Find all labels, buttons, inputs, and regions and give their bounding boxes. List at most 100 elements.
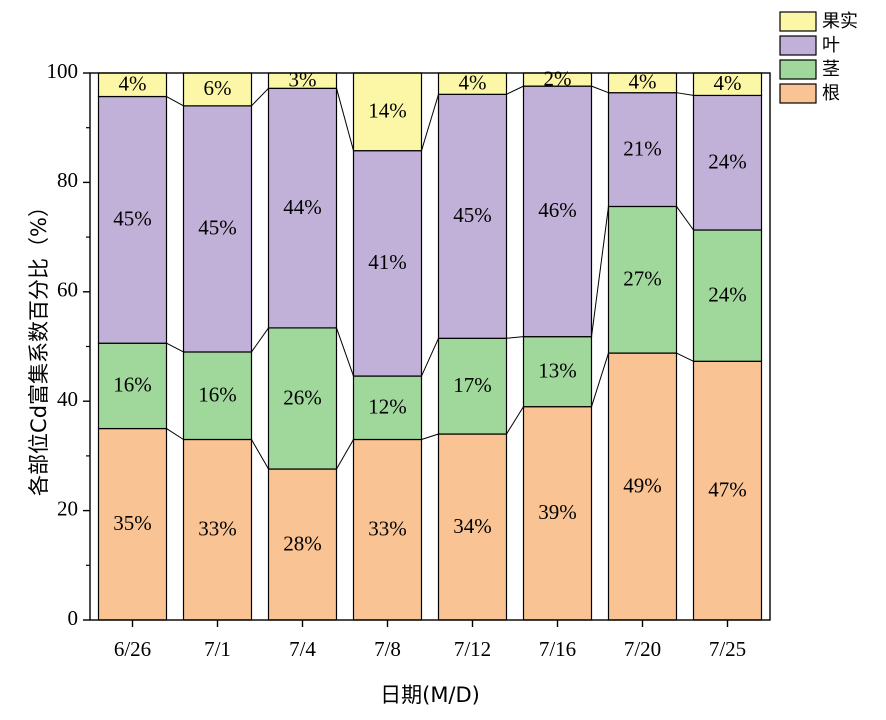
bar-segment	[437, 93, 508, 339]
data-label: 28%	[283, 531, 322, 555]
connector-line	[336, 88, 354, 151]
data-label: 33%	[198, 517, 237, 541]
y-tick-label: 60	[57, 278, 78, 302]
legend-swatch	[779, 35, 817, 56]
connector-line	[166, 96, 184, 107]
bar-segment	[182, 105, 253, 353]
bar-segment	[522, 336, 593, 408]
x-tick-label: 7/16	[539, 637, 576, 661]
data-label: 33%	[368, 517, 407, 541]
connector-line	[676, 352, 694, 362]
bar-segment	[607, 92, 678, 208]
data-label: 6%	[204, 76, 232, 100]
plot-area: 35% 16% 45% 4% 33% 16% 45% 6% 28% 26% 44% 3% 33% 12% 4…	[89, 66, 771, 621]
bar-segment	[692, 229, 763, 362]
data-label: 4%	[119, 72, 147, 96]
y-tick-label: 80	[57, 168, 78, 192]
data-label: 45%	[113, 207, 152, 231]
bar-segment	[97, 427, 168, 621]
connector-line	[336, 327, 354, 377]
legend-label: 茎	[822, 59, 840, 80]
bar-segment	[267, 87, 338, 329]
bar-segment	[352, 438, 423, 621]
data-label: 12%	[368, 395, 407, 419]
x-tick-label: 7/20	[624, 637, 661, 661]
bar-segment	[607, 205, 678, 354]
bar-segment	[692, 94, 763, 231]
data-label: 21%	[623, 136, 662, 160]
x-tick-label: 7/8	[374, 637, 401, 661]
data-label: 16%	[198, 383, 237, 407]
connector-line	[676, 92, 694, 96]
connector-line	[421, 433, 439, 440]
bar-segment	[267, 468, 338, 621]
bar-segment	[182, 72, 253, 107]
legend-swatch	[779, 11, 817, 32]
connector-line	[591, 85, 609, 94]
connector-line	[421, 94, 439, 151]
y-axis: 0 20 40 60 80 100	[47, 59, 90, 630]
data-label: 13%	[538, 358, 577, 382]
data-label: 2%	[544, 66, 572, 90]
connector-line	[421, 338, 439, 377]
x-tick-label: 7/25	[709, 637, 746, 661]
legend-swatch	[779, 59, 817, 80]
data-label: 3%	[289, 67, 317, 91]
connector-line	[166, 428, 184, 440]
y-axis-title: 各部位Cd富集系数百分比（%）	[27, 196, 51, 496]
x-tick-label: 7/12	[454, 637, 491, 661]
connector-line	[591, 206, 609, 337]
connector-line	[506, 336, 524, 339]
data-label: 46%	[538, 198, 577, 222]
legend-label: 叶	[822, 35, 840, 56]
x-axis-title: 日期(M/D)	[380, 683, 480, 707]
bar-segment	[437, 433, 508, 621]
data-label: 49%	[623, 473, 662, 497]
bar-segment	[522, 85, 593, 338]
data-label: 27%	[623, 267, 662, 291]
data-label: 4%	[459, 70, 487, 94]
bar-segment	[437, 337, 508, 435]
connector-line	[251, 87, 269, 107]
data-label: 14%	[368, 99, 407, 123]
connector-line	[251, 439, 269, 470]
y-tick-label: 20	[57, 496, 78, 520]
y-tick-label: 0	[68, 606, 79, 630]
data-label: 45%	[453, 203, 492, 227]
bar-segment	[352, 150, 423, 377]
bar-segment	[522, 406, 593, 621]
legend-label: 根	[822, 83, 840, 104]
connector-line	[676, 206, 694, 231]
bar-segment	[692, 360, 763, 621]
data-label: 4%	[714, 71, 742, 95]
x-tick-label: 7/4	[289, 637, 316, 661]
bar-segment	[182, 351, 253, 441]
connector-line	[591, 352, 609, 407]
data-label: 16%	[113, 373, 152, 397]
y-tick-label: 100	[47, 59, 79, 83]
connector-line	[336, 439, 354, 470]
connector-line	[506, 85, 524, 95]
x-tick-label: 6/26	[114, 637, 151, 661]
legend-label: 果实	[822, 11, 858, 32]
connector-line	[251, 327, 269, 353]
data-label: 24%	[708, 150, 747, 174]
data-label: 47%	[708, 477, 747, 501]
data-label: 34%	[453, 514, 492, 538]
data-label: 39%	[538, 500, 577, 524]
data-label: 45%	[198, 216, 237, 240]
connector-line	[166, 342, 184, 353]
data-label: 41%	[368, 250, 407, 274]
bar-segment	[97, 342, 168, 430]
bar-segment	[267, 327, 338, 470]
connector-line	[506, 406, 524, 435]
data-label: 35%	[113, 511, 152, 535]
x-tick-label: 7/1	[204, 637, 231, 661]
bar-segment	[352, 72, 423, 152]
data-label: 26%	[283, 385, 322, 409]
y-tick-label: 40	[57, 387, 78, 411]
legend-swatch	[779, 83, 817, 104]
data-label: 24%	[708, 282, 747, 306]
